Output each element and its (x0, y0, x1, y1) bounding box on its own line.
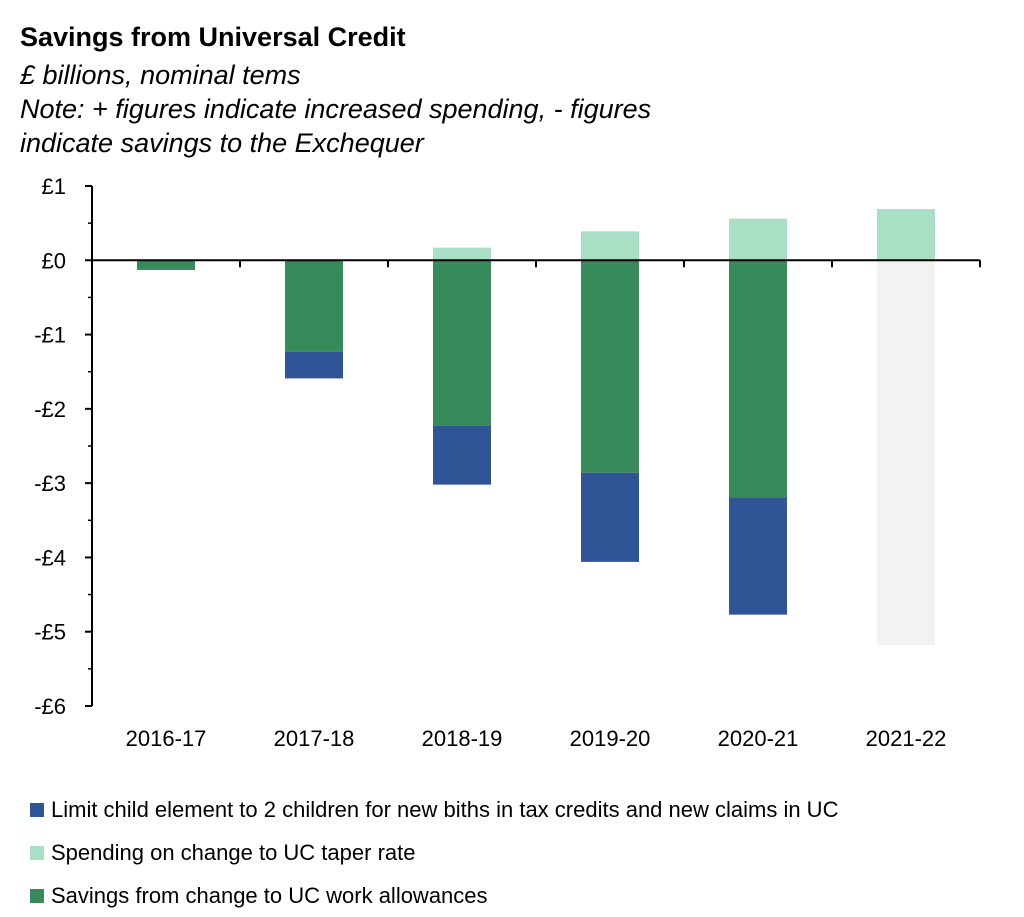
x-tick-label-2021-22: 2021-22 (866, 726, 947, 751)
x-tick-label-2020-21: 2020-21 (718, 726, 799, 751)
chart-legend: Limit child element to 2 children for ne… (30, 788, 838, 917)
y-tick-label-7: -£6 (34, 694, 66, 719)
legend-swatch-work-allowances (30, 888, 44, 903)
legend-swatch-taper-rate (30, 845, 44, 860)
chart-plot: £1 £0 -£1 -£2 -£3 -£4 -£5 -£6 2016-17 2017-18 2018… (34, 174, 981, 751)
legend-label-work-allowances: Savings from change to UC work allowance… (51, 882, 488, 908)
y-tick-label-2: -£1 (34, 323, 66, 348)
bar-series1-2018-19 (433, 247, 491, 261)
bar-series1-2021-22 (877, 209, 935, 261)
chart-note-line-1: Note: + figures indicate increased spend… (20, 94, 652, 124)
y-tick-label-5: -£4 (34, 545, 66, 570)
x-tick-label-2016-17: 2016-17 (126, 726, 207, 751)
bar-series2-2019-20 (581, 260, 639, 473)
bar-series0-2019-20 (581, 472, 639, 562)
legend-swatch-child-limit (30, 802, 44, 817)
bar-series2-2016-17 (137, 260, 195, 270)
bar-series2-2017-18 (285, 260, 343, 352)
legend-item-child-limit: Limit child element to 2 children for ne… (30, 788, 838, 831)
bar-series0-2020-21 (729, 497, 787, 615)
bar-series0-2017-18 (285, 351, 343, 379)
bar-series1-2019-20 (581, 231, 639, 261)
y-tick-label-6: -£5 (34, 620, 66, 645)
x-tick-label-2019-20: 2019-20 (570, 726, 651, 751)
bar-series0-2018-19 (433, 425, 491, 485)
y-tick-label-3: -£2 (34, 397, 66, 422)
y-tick-label-0: £1 (42, 174, 66, 199)
chart-note-line-2: indicate savings to the Exchequer (20, 128, 424, 158)
legend-item-work-allowances: Savings from change to UC work allowance… (30, 874, 838, 917)
bar-extra-2021-22 (877, 260, 935, 646)
bar-series2-2018-19 (433, 260, 491, 426)
x-tick-label-2017-18: 2017-18 (274, 726, 355, 751)
legend-label-taper-rate: Spending on change to UC taper rate (51, 839, 416, 865)
legend-item-taper-rate: Spending on change to UC taper rate (30, 831, 838, 874)
chart-title: Savings from Universal Credit (20, 22, 406, 52)
bar-series2-2020-21 (729, 260, 787, 498)
chart-subtitle: £ billions, nominal tems (20, 60, 301, 90)
y-tick-label-1: £0 (42, 248, 66, 273)
bar-series1-2020-21 (729, 218, 787, 261)
x-tick-label-2018-19: 2018-19 (422, 726, 503, 751)
y-tick-label-4: -£3 (34, 471, 66, 496)
legend-label-child-limit: Limit child element to 2 children for ne… (51, 796, 839, 822)
